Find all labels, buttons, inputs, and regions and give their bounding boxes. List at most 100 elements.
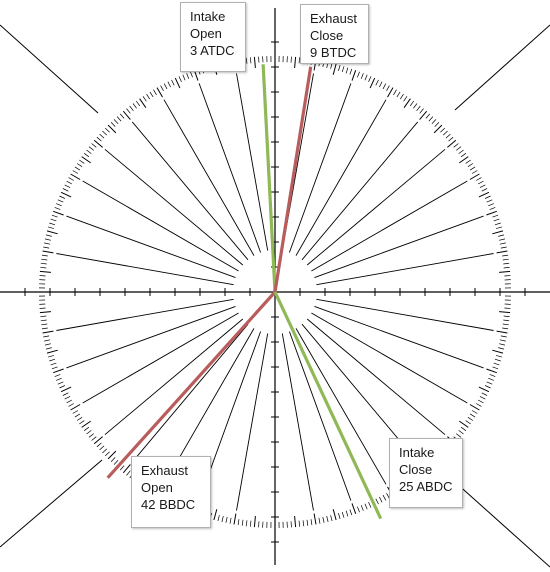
minor-degree-tick [290,56,292,63]
major-degree-tick [46,349,58,354]
callout-line: Open [190,26,222,41]
minor-degree-tick [59,385,66,389]
minor-degree-tick [167,81,171,88]
minor-degree-tick [382,83,387,90]
minor-degree-tick [225,516,228,523]
minor-degree-tick [241,519,244,526]
minor-degree-tick [88,146,95,151]
minor-degree-tick [431,119,437,125]
minor-degree-tick [102,448,108,454]
minor-degree-tick [45,347,52,350]
minor-degree-tick [298,57,301,64]
radial-degree-line [288,331,352,501]
minor-degree-tick [445,133,451,139]
major-degree-tick [492,349,504,354]
minor-degree-tick [477,399,484,404]
minor-degree-tick [364,503,368,510]
major-degree-tick [213,509,218,521]
minor-degree-tick [119,113,125,119]
intake-close-line [273,291,383,520]
minor-degree-tick [68,177,74,181]
radial-degree-line [236,333,269,511]
minor-degree-tick [229,517,232,524]
minor-degree-tick [494,358,501,362]
major-degree-tick [459,420,469,428]
radial-degree-line [56,253,234,286]
minor-degree-tick [163,83,168,90]
minor-degree-tick [310,519,313,526]
major-degree-tick [81,420,91,428]
minor-degree-tick [442,130,448,136]
radial-degree-line [281,333,314,511]
minor-degree-tick [493,362,500,366]
minor-degree-tick [39,307,46,309]
minor-degree-tick [375,498,379,505]
minor-degree-tick [48,226,54,229]
minor-degree-tick [349,509,353,516]
callout-line: Exhaust [310,11,357,26]
radial-degree-line [295,99,387,256]
minor-degree-tick [41,323,48,326]
minor-degree-tick [471,170,478,174]
minor-degree-tick [469,413,476,418]
minor-degree-tick [469,166,476,171]
minor-degree-tick [86,149,92,154]
minor-degree-tick [471,410,478,414]
minor-degree-tick [56,203,62,207]
minor-degree-tick [330,515,333,522]
minor-degree-tick [66,399,73,404]
minor-degree-tick [306,519,309,526]
minor-degree-tick [79,420,85,425]
minor-degree-tick [419,108,424,114]
radial-degree-line [56,298,234,331]
minor-degree-tick [360,505,364,511]
minor-degree-tick [465,420,471,425]
minor-degree-tick [458,430,464,435]
minor-degree-tick [476,177,482,181]
radial-degree-line [163,99,255,256]
minor-degree-tick [51,366,58,370]
callout-intake-open: Intake Open 3 ATDC [180,2,246,72]
major-degree-tick [478,191,490,198]
minor-degree-tick [182,74,186,81]
minor-degree-tick [503,266,510,269]
intake-open-line [261,64,277,293]
minor-degree-tick [409,100,414,107]
minor-degree-tick [40,319,47,322]
minor-degree-tick [500,335,507,338]
radial-degree-line [288,83,352,253]
minor-degree-tick [500,246,507,249]
minor-degree-tick [45,234,52,237]
minor-degree-tick [171,79,175,86]
minor-degree-tick [104,127,110,133]
major-degree-tick [499,270,511,273]
major-degree-tick [486,368,497,374]
minor-degree-tick [116,116,122,122]
radial-degree-line [316,298,494,331]
radial-degree-line [306,148,446,266]
radial-degree-line [316,253,494,286]
minor-degree-tick [258,56,260,63]
minor-degree-tick [132,103,137,109]
minor-degree-tick [96,442,102,448]
minor-degree-tick [486,381,493,385]
minor-degree-tick [129,105,134,112]
minor-degree-tick [302,520,305,527]
minor-degree-tick [502,254,509,257]
minor-degree-tick [142,96,147,102]
minor-degree-tick [113,459,119,465]
minor-degree-tick [496,355,502,358]
major-degree-tick [294,516,297,528]
radial-degree-line [314,215,484,279]
major-degree-tick [156,87,163,98]
major-degree-tick [93,139,103,148]
major-degree-tick [387,87,394,98]
minor-degree-tick [375,79,379,86]
minor-degree-tick [83,153,90,158]
major-degree-tick [294,56,297,68]
major-degree-tick [39,270,51,273]
minor-degree-tick [40,266,47,269]
radial-degree-line [131,323,249,463]
exhaust-close-line [273,66,313,293]
